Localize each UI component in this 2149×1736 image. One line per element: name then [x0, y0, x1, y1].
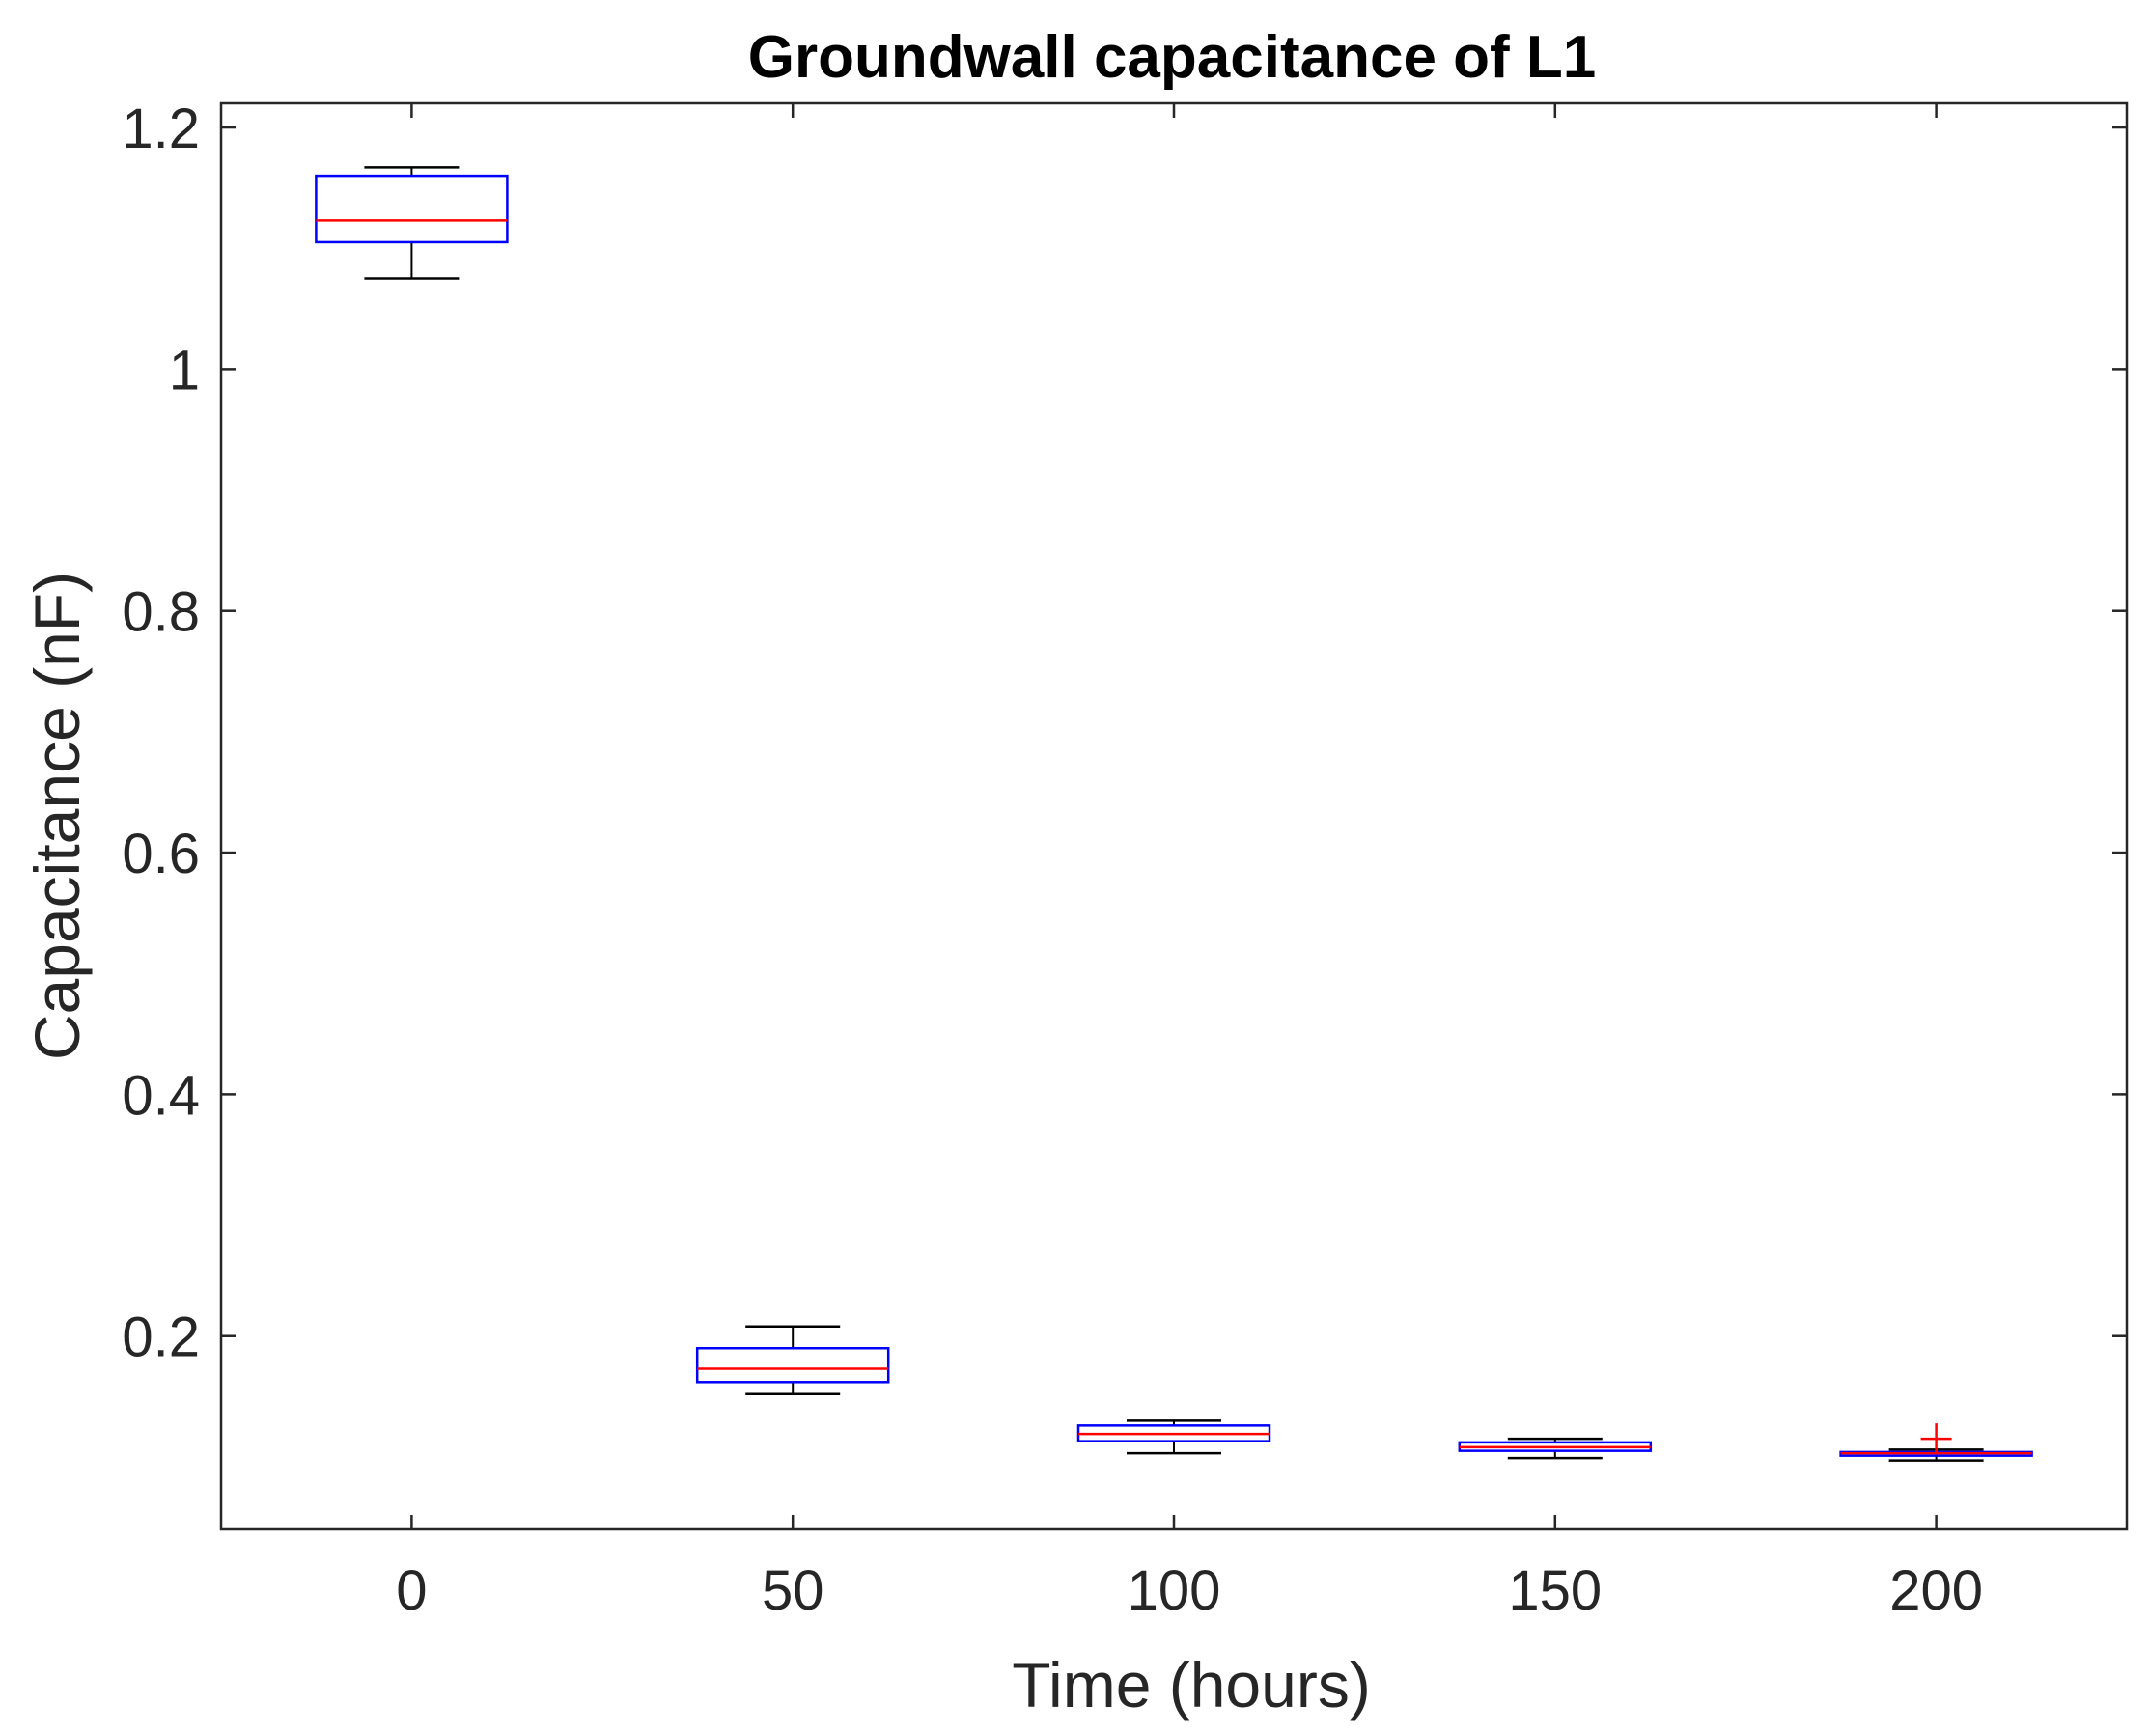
y-axis-label: Capacitance (nF) [21, 572, 93, 1060]
x-axis-label: Time (hours) [1012, 1649, 1371, 1721]
box-iqr [315, 174, 509, 244]
y-tick-label: 0.4 [122, 1064, 200, 1127]
y-tick-label: 0.8 [122, 581, 200, 644]
x-tick-label: 0 [396, 1559, 427, 1622]
chart-title: Groundwall capacitance of L1 [748, 24, 1597, 91]
box-iqr [695, 1346, 890, 1384]
y-tick-label: 0.2 [122, 1306, 200, 1369]
x-tick-label: 100 [1128, 1559, 1221, 1622]
x-tick-label: 200 [1889, 1559, 1983, 1622]
y-tick-label: 1.2 [122, 98, 200, 160]
y-tick-label: 1 [169, 339, 200, 402]
plot-area: 0 50 100 150 200 0.2 0.4 0.6 0.8 1 1.2 [122, 98, 2129, 1622]
x-tick-label: 50 [762, 1559, 824, 1622]
y-tick-label: 0.6 [122, 823, 200, 885]
x-tick-label: 150 [1508, 1559, 1602, 1622]
